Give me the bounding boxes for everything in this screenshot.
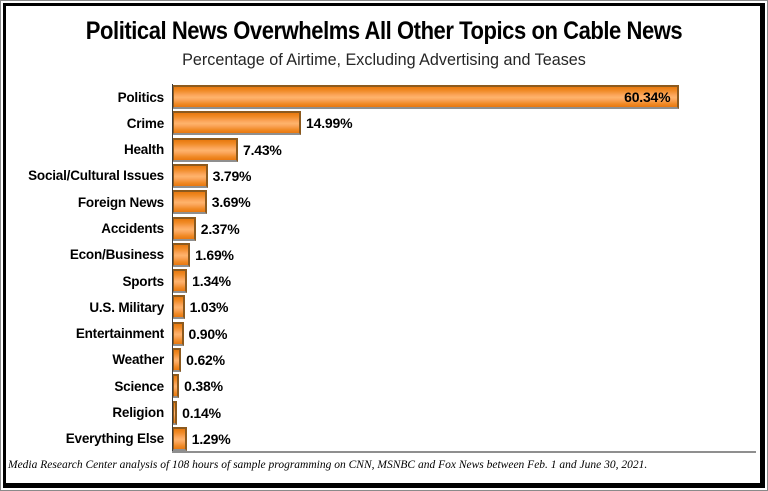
- chart-row-social-cultural-issues: Social/Cultural Issues 3.79%: [0, 163, 756, 189]
- bar-track: 0.90%: [172, 321, 756, 347]
- bar-sports: [172, 269, 188, 294]
- value-label-sports: 1.34%: [192, 273, 231, 290]
- value-label-religion: 0.14%: [182, 404, 221, 421]
- category-label-science: Science: [114, 378, 164, 394]
- value-label-foreign-news: 3.69%: [211, 194, 251, 211]
- bar-politics: 60.34%: [172, 85, 680, 110]
- bar-entertainment: [172, 321, 184, 346]
- bar-econ-business: [172, 242, 191, 267]
- category-label-social-cultural-issues: Social/Cultural Issues: [28, 168, 164, 184]
- category-label-everything-else: Everything Else: [65, 431, 164, 447]
- category-label-entertainment: Entertainment: [75, 326, 164, 342]
- value-label-politics: 60.34%: [624, 89, 671, 106]
- bar-track: 2.37%: [172, 215, 756, 241]
- chart-subtitle: Percentage of Airtime, Excluding Adverti…: [182, 50, 586, 69]
- chart-row-econ-business: Econ/Business 1.69%: [0, 242, 756, 268]
- chart-title: Political News Overwhelms All Other Topi…: [85, 17, 683, 45]
- bar-track: 3.69%: [172, 189, 756, 215]
- bar-track: 14.99%: [172, 110, 756, 136]
- category-label-econ-business: Econ/Business: [69, 247, 164, 263]
- bar-track: 1.29%: [172, 426, 756, 452]
- value-label-health: 7.43%: [242, 141, 282, 158]
- value-label-entertainment: 0.90%: [188, 325, 228, 342]
- bar-track: 0.14%: [172, 399, 756, 425]
- value-label-accidents: 2.37%: [200, 220, 240, 237]
- category-label-foreign-news: Foreign News: [77, 194, 164, 210]
- chart-row-everything-else: Everything Else 1.29%: [0, 426, 756, 452]
- chart-row-accidents: Accidents 2.37%: [0, 215, 756, 241]
- bar-u-s-military: [172, 295, 185, 320]
- bar-social-cultural-issues: [172, 163, 208, 188]
- bar-crime: [172, 111, 302, 136]
- chart-rows: Politics 60.34% Crime 14.99% Health 7.43% Soci…: [0, 84, 756, 452]
- value-label-crime: 14.99%: [306, 115, 353, 132]
- bar-track: 1.69%: [172, 242, 756, 268]
- bar-track: 7.43%: [172, 137, 756, 163]
- chart-row-entertainment: Entertainment 0.90%: [0, 321, 756, 347]
- category-label-crime: Crime: [126, 115, 164, 131]
- category-label-weather: Weather: [112, 352, 164, 368]
- value-label-u-s-military: 1.03%: [189, 299, 229, 316]
- chart-row-health: Health 7.43%: [0, 137, 756, 163]
- bar-track: 0.62%: [172, 347, 756, 373]
- value-label-science: 0.38%: [184, 378, 223, 395]
- bar-track: 1.34%: [172, 268, 756, 294]
- bar-weather: [172, 347, 182, 372]
- chart-row-science: Science 0.38%: [0, 373, 756, 399]
- bar-health: [172, 137, 238, 162]
- chart-row-foreign-news: Foreign News 3.69%: [0, 189, 756, 215]
- bar-everything-else: [172, 426, 187, 451]
- category-label-religion: Religion: [112, 405, 164, 421]
- bar-track: 0.38%: [172, 373, 756, 399]
- category-label-sports: Sports: [122, 273, 164, 289]
- bar-track: 3.79%: [172, 163, 756, 189]
- value-label-everything-else: 1.29%: [191, 430, 231, 447]
- category-label-accidents: Accidents: [101, 221, 164, 237]
- bar-accidents: [172, 216, 196, 241]
- bar-track: 60.34%: [172, 84, 756, 110]
- bar-foreign-news: [172, 190, 207, 215]
- value-label-weather: 0.62%: [186, 351, 225, 368]
- value-label-social-cultural-issues: 3.79%: [212, 167, 252, 184]
- chart-row-crime: Crime 14.99%: [0, 110, 756, 136]
- value-label-econ-business: 1.69%: [195, 246, 234, 263]
- chart-row-politics: Politics 60.34%: [0, 84, 756, 110]
- chart-row-weather: Weather 0.62%: [0, 347, 756, 373]
- bar-religion: [172, 400, 178, 425]
- bar-science: [172, 374, 180, 399]
- source-note: Media Research Center analysis of 108 ho…: [8, 459, 648, 471]
- category-label-politics: Politics: [117, 89, 165, 105]
- chart-row-religion: Religion 0.14%: [0, 399, 756, 425]
- chart-row-sports: Sports 1.34%: [0, 268, 756, 294]
- bar-track: 1.03%: [172, 294, 756, 320]
- category-label-u-s-military: U.S. Military: [89, 299, 164, 315]
- category-label-health: Health: [123, 142, 164, 158]
- chart-row-u-s-military: U.S. Military 1.03%: [0, 294, 756, 320]
